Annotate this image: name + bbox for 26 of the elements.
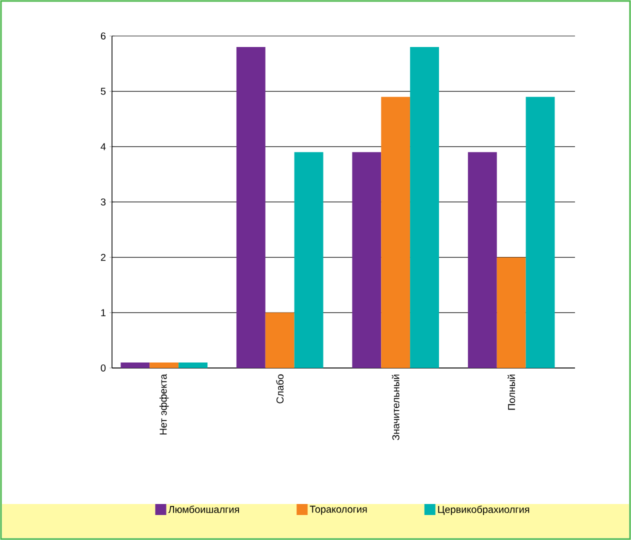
- bar: [120, 362, 150, 368]
- bar: [265, 312, 294, 368]
- legend-label: Люмбоишалгия: [168, 506, 239, 513]
- legend-label: Цервикобрахиолгия: [438, 506, 530, 515]
- legend-label: Торакология: [310, 506, 367, 515]
- bar: [410, 47, 440, 368]
- bar: [526, 96, 555, 368]
- y-tick-label: 3: [100, 198, 106, 206]
- bar: [352, 152, 382, 368]
- bar: [468, 152, 497, 368]
- x-tick-label: Слабо: [276, 374, 284, 404]
- y-tick-label: 6: [100, 32, 106, 40]
- y-tick-label: 0: [100, 364, 106, 372]
- x-tick-label: Значительный: [392, 374, 400, 440]
- bar: [294, 152, 324, 368]
- y-tick-label: 4: [100, 143, 106, 150]
- bar: [381, 96, 410, 368]
- bar: [236, 47, 266, 368]
- y-tick-label: 5: [100, 88, 106, 95]
- x-tick-label: Полный: [508, 374, 516, 410]
- bar: [496, 257, 526, 368]
- bar: [150, 362, 179, 368]
- y-tick-label: 1: [101, 309, 106, 316]
- bar: [178, 362, 208, 368]
- x-tick-label: Нет эффекта: [159, 374, 169, 434]
- y-tick-label: 2: [100, 254, 106, 261]
